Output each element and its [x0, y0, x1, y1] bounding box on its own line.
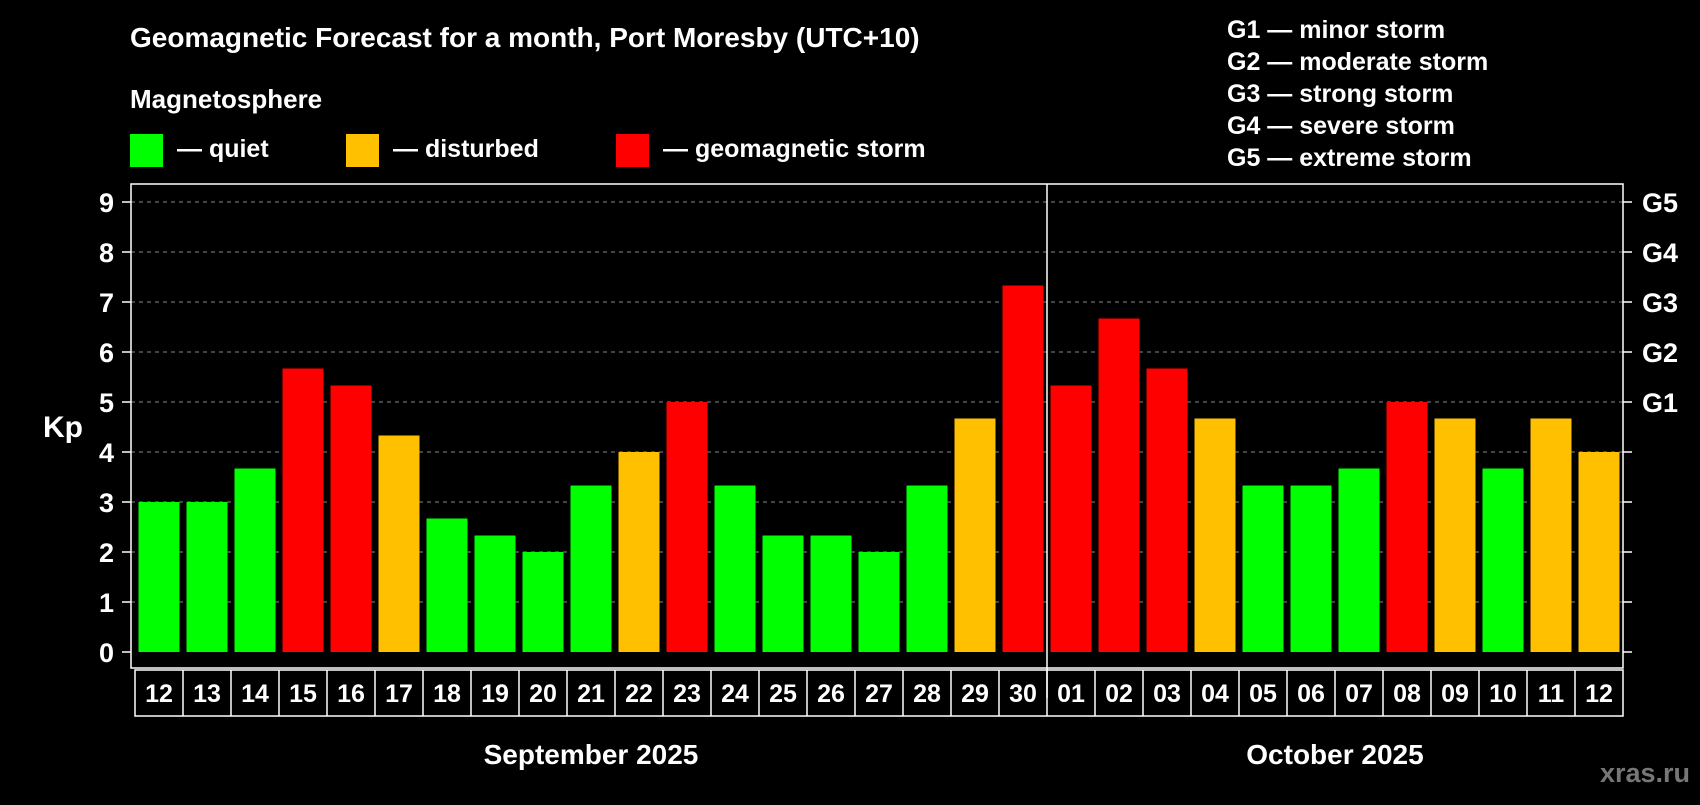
kp-bar — [1098, 318, 1140, 652]
x-tick-label: 12 — [1585, 680, 1613, 708]
kp-bar — [138, 502, 180, 652]
kp-bar — [570, 485, 612, 652]
chart-title: Geomagnetic Forecast for a month, Port M… — [130, 22, 920, 53]
kp-bar — [1050, 385, 1092, 652]
x-tick-label: 03 — [1153, 680, 1181, 708]
x-tick-label: 19 — [481, 680, 509, 708]
x-tick-label: 06 — [1297, 680, 1325, 708]
x-tick-label: 16 — [337, 680, 365, 708]
kp-bar — [666, 402, 708, 652]
legend-label-disturbed: — disturbed — [393, 135, 539, 163]
month-label: September 2025 — [484, 739, 699, 770]
storm-scale-g5: G5 — extreme storm — [1227, 144, 1472, 172]
legend-label-quiet: — quiet — [177, 135, 269, 163]
x-tick-label: 28 — [913, 680, 941, 708]
x-tick-label: 21 — [577, 680, 605, 708]
kp-bar — [714, 485, 756, 652]
legend-heading: Magnetosphere — [130, 84, 322, 114]
x-tick-label: 14 — [241, 680, 269, 708]
kp-bar — [762, 535, 804, 652]
kp-bar — [954, 418, 996, 652]
legend-label-storm: — geomagnetic storm — [663, 135, 926, 163]
kp-bar — [1578, 452, 1620, 652]
x-tick-label: 17 — [385, 680, 413, 708]
y-tick-label: 3 — [99, 488, 114, 518]
storm-level-label: G5 — [1642, 188, 1678, 218]
x-tick-label: 13 — [193, 680, 221, 708]
legend-swatch-quiet — [130, 134, 163, 167]
watermark: xras.ru — [1600, 758, 1690, 788]
x-tick-label: 27 — [865, 680, 893, 708]
x-tick-label: 09 — [1441, 680, 1469, 708]
x-tick-label: 02 — [1105, 680, 1133, 708]
storm-scale-g3: G3 — strong storm — [1227, 80, 1453, 108]
date-row-frame — [134, 669, 1624, 717]
kp-bar — [282, 368, 324, 652]
x-tick-label: 12 — [145, 680, 173, 708]
x-tick-label: 23 — [673, 680, 701, 708]
y-tick-label: 6 — [99, 338, 114, 368]
kp-bar — [810, 535, 852, 652]
x-tick-label: 15 — [289, 680, 317, 708]
y-tick-label: 0 — [99, 638, 114, 668]
kp-bar — [1146, 368, 1188, 652]
kp-bar — [474, 535, 516, 652]
y-tick-label: 1 — [99, 588, 114, 618]
y-tick-label: 4 — [99, 438, 114, 468]
storm-level-label: G4 — [1642, 238, 1678, 268]
kp-bar — [234, 468, 276, 652]
storm-scale-g1: G1 — minor storm — [1227, 16, 1445, 44]
x-tick-label: 30 — [1009, 680, 1037, 708]
y-tick-label: 8 — [99, 238, 114, 268]
month-label: October 2025 — [1246, 739, 1423, 770]
legend-swatch-disturbed — [346, 134, 379, 167]
plot-frame — [130, 183, 1624, 669]
kp-bar — [1290, 485, 1332, 652]
kp-bar — [1338, 468, 1380, 652]
kp-bar — [522, 552, 564, 652]
kp-bar — [1242, 485, 1284, 652]
legend-swatch-storm — [616, 134, 649, 167]
kp-bar — [1002, 285, 1044, 652]
kp-bar — [378, 435, 420, 652]
kp-bar — [330, 385, 372, 652]
x-tick-label: 26 — [817, 680, 845, 708]
x-tick-label: 10 — [1489, 680, 1517, 708]
storm-scale-g2: G2 — moderate storm — [1227, 48, 1488, 76]
x-tick-label: 05 — [1249, 680, 1277, 708]
y-axis-label: Kp — [43, 411, 83, 444]
kp-bar — [618, 452, 660, 652]
x-tick-label: 29 — [961, 680, 989, 708]
y-tick-label: 5 — [99, 388, 114, 418]
kp-bar — [186, 502, 228, 652]
kp-bar — [858, 552, 900, 652]
y-tick-label: 7 — [99, 288, 114, 318]
x-tick-label: 25 — [769, 680, 797, 708]
x-tick-label: 18 — [433, 680, 461, 708]
x-tick-label: 11 — [1538, 680, 1565, 708]
storm-scale-g4: G4 — severe storm — [1227, 112, 1455, 140]
x-tick-label: 24 — [721, 680, 749, 708]
y-tick-label: 2 — [99, 538, 114, 568]
storm-level-label: G1 — [1642, 388, 1678, 418]
kp-bar — [1482, 468, 1524, 652]
x-tick-label: 01 — [1057, 680, 1085, 708]
x-tick-label: 20 — [529, 680, 557, 708]
kp-bar — [1434, 418, 1476, 652]
x-tick-label: 22 — [625, 680, 653, 708]
y-tick-label: 9 — [99, 188, 114, 218]
x-tick-label: 04 — [1201, 680, 1229, 708]
kp-bar — [906, 485, 948, 652]
kp-bar — [426, 518, 468, 652]
storm-level-label: G3 — [1642, 288, 1678, 318]
storm-level-label: G2 — [1642, 338, 1678, 368]
x-tick-label: 08 — [1393, 680, 1421, 708]
x-tick-label: 07 — [1345, 680, 1373, 708]
kp-bar — [1530, 418, 1572, 652]
kp-bar — [1386, 402, 1428, 652]
kp-bar — [1194, 418, 1236, 652]
